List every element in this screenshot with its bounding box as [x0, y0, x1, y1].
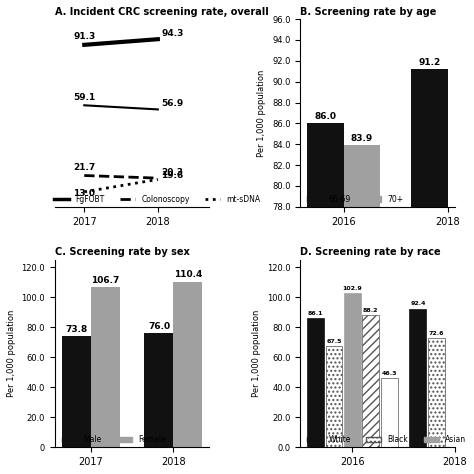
- Bar: [344, 146, 380, 474]
- Text: 59.1: 59.1: [73, 92, 95, 101]
- Text: 72.6: 72.6: [428, 331, 444, 336]
- Text: 110.4: 110.4: [173, 270, 202, 279]
- Bar: [173, 282, 202, 447]
- Legend: 66-69, 70+: 66-69, 70+: [304, 191, 407, 207]
- Text: 86.1: 86.1: [308, 311, 323, 316]
- Text: A. Incident CRC screening rate, overall: A. Incident CRC screening rate, overall: [55, 7, 269, 17]
- Text: 102.9: 102.9: [343, 285, 362, 291]
- Text: 88.2: 88.2: [363, 308, 379, 313]
- Text: 19.6: 19.6: [162, 172, 184, 181]
- Legend: White, Black, Asian: White, Black, Asian: [304, 432, 469, 447]
- Legend: Male, Female: Male, Female: [59, 432, 169, 447]
- Text: 13.0: 13.0: [73, 190, 95, 199]
- Bar: [363, 315, 379, 447]
- Text: B. Screening rate by age: B. Screening rate by age: [300, 7, 437, 17]
- Bar: [326, 346, 343, 447]
- Y-axis label: Per 1,000 population: Per 1,000 population: [7, 310, 16, 397]
- Bar: [145, 333, 173, 447]
- Bar: [381, 378, 398, 447]
- Text: 73.8: 73.8: [65, 325, 87, 334]
- Bar: [411, 69, 448, 474]
- Bar: [307, 123, 344, 474]
- Text: C. Screening rate by sex: C. Screening rate by sex: [55, 247, 190, 257]
- Y-axis label: Per 1,000 population: Per 1,000 population: [257, 69, 266, 157]
- Text: 83.9: 83.9: [351, 134, 373, 143]
- Text: 106.7: 106.7: [91, 276, 119, 285]
- Text: 20.3: 20.3: [162, 168, 183, 177]
- Bar: [307, 318, 324, 447]
- Text: 92.4: 92.4: [410, 301, 426, 306]
- Text: 21.7: 21.7: [73, 163, 95, 172]
- Text: 91.3: 91.3: [73, 32, 95, 41]
- Text: 76.0: 76.0: [148, 322, 170, 331]
- Y-axis label: Per 1,000 population: Per 1,000 population: [252, 310, 261, 397]
- Bar: [410, 309, 427, 447]
- Text: 56.9: 56.9: [162, 100, 184, 109]
- Text: 67.5: 67.5: [326, 339, 342, 344]
- Text: 91.2: 91.2: [419, 58, 441, 67]
- Bar: [344, 293, 361, 447]
- Bar: [62, 337, 91, 447]
- Bar: [428, 338, 445, 447]
- Bar: [91, 287, 120, 447]
- Legend: FgFOBT, Colonoscopy, mt-sDNA: FgFOBT, Colonoscopy, mt-sDNA: [51, 191, 264, 207]
- Text: 46.3: 46.3: [382, 371, 397, 375]
- Text: 94.3: 94.3: [162, 29, 184, 38]
- Text: 86.0: 86.0: [314, 112, 337, 121]
- Text: D. Screening rate by race: D. Screening rate by race: [300, 247, 441, 257]
